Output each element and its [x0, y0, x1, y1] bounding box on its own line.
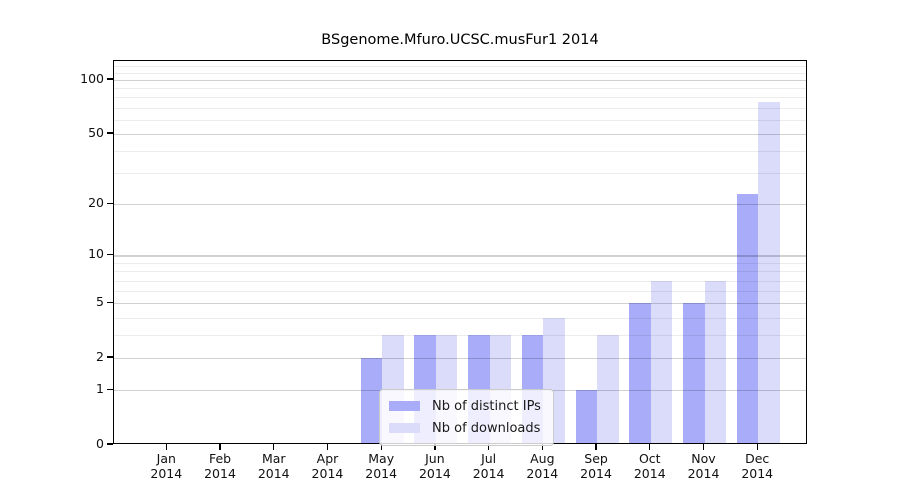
x-axis-tick — [434, 444, 436, 450]
x-tick-label: Apr 2014 — [311, 451, 344, 481]
y-axis-tick — [106, 253, 113, 255]
bar-downloads-nov — [704, 280, 726, 443]
legend-entry-downloads: Nb of downloads — [389, 418, 541, 438]
y-axis-tick — [106, 202, 113, 204]
major-gridline — [114, 255, 806, 257]
x-tick-label: Mar 2014 — [257, 451, 290, 481]
minor-gridline — [114, 65, 806, 67]
x-axis-tick — [649, 444, 651, 450]
major-gridline — [114, 358, 806, 360]
legend-entry-distinct-ips: Nb of distinct IPs — [389, 396, 541, 416]
y-axis-tick — [106, 443, 113, 445]
plot-area: Nb of distinct IPs Nb of downloads — [113, 60, 807, 446]
y-tick-label: 50 — [88, 125, 104, 141]
major-gridline — [114, 134, 806, 136]
y-tick-label: 20 — [88, 195, 104, 211]
x-axis-tick — [541, 444, 543, 450]
x-tick-label: Nov 2014 — [687, 451, 720, 481]
minor-gridline — [114, 280, 806, 282]
y-tick-label: 2 — [96, 349, 104, 365]
minor-gridline — [114, 271, 806, 273]
bar-distinct-ips-oct — [629, 303, 651, 443]
y-tick-label: 10 — [88, 246, 104, 262]
y-axis-tick — [106, 132, 113, 134]
legend-label-distinct-ips: Nb of distinct IPs — [432, 398, 541, 414]
legend-label-downloads: Nb of downloads — [432, 420, 541, 436]
x-axis-tick — [326, 444, 329, 450]
x-axis-tick — [702, 444, 705, 450]
bar-distinct-ips-sep — [575, 390, 598, 443]
x-tick-label: Sep 2014 — [580, 451, 612, 481]
y-axis-tick — [106, 78, 113, 80]
x-axis-tick — [380, 444, 382, 450]
x-tick-label: Jul 2014 — [472, 451, 505, 481]
chart-title: BSgenome.Mfuro.UCSC.musFur1 2014 — [321, 32, 599, 48]
x-axis-tick — [487, 444, 490, 450]
minor-gridline — [114, 317, 806, 319]
y-tick-label: 1 — [96, 381, 104, 397]
x-tick-label: May 2014 — [365, 451, 398, 481]
minor-gridline — [114, 335, 806, 337]
minor-gridline — [114, 88, 806, 90]
x-axis-tick — [219, 444, 221, 450]
minor-gridline — [114, 119, 806, 121]
minor-gridline — [114, 151, 806, 153]
legend-swatch-downloads-icon — [389, 422, 420, 434]
y-axis-tick — [106, 388, 113, 390]
bar-downloads-oct — [650, 280, 673, 443]
y-axis-tick — [106, 301, 113, 303]
bar-distinct-ips-dec — [736, 193, 759, 443]
x-tick-label: Feb 2014 — [204, 451, 236, 481]
y-tick-label: 5 — [96, 294, 104, 310]
minor-gridline — [114, 291, 806, 293]
x-axis-tick — [165, 444, 167, 450]
bar-distinct-ips-may — [360, 358, 383, 443]
x-axis-tick — [273, 444, 275, 450]
x-tick-label: Jan 2014 — [150, 451, 183, 481]
major-gridline — [114, 204, 806, 206]
x-axis-tick — [756, 444, 758, 450]
minor-gridline — [114, 173, 806, 175]
major-gridline — [114, 80, 806, 82]
bar-downloads-dec — [758, 102, 780, 443]
major-gridline — [114, 303, 806, 305]
x-tick-label: Oct 2014 — [633, 451, 666, 481]
x-tick-label: Dec 2014 — [741, 451, 774, 481]
minor-gridline — [114, 262, 806, 264]
x-tick-label: Aug 2014 — [526, 451, 559, 481]
y-tick-label: 0 — [96, 436, 104, 451]
y-axis-tick — [106, 356, 113, 358]
x-axis-tick — [595, 444, 597, 450]
legend: Nb of distinct IPs Nb of downloads — [379, 389, 554, 446]
bar-downloads-sep — [597, 335, 619, 443]
y-tick-label: 100 — [80, 71, 104, 86]
minor-gridline — [114, 72, 806, 74]
x-tick-label: Jun 2014 — [418, 451, 451, 481]
minor-gridline — [114, 97, 806, 99]
minor-gridline — [114, 107, 806, 109]
legend-swatch-distinct-ips-icon — [389, 400, 420, 412]
bar-distinct-ips-nov — [683, 303, 705, 443]
